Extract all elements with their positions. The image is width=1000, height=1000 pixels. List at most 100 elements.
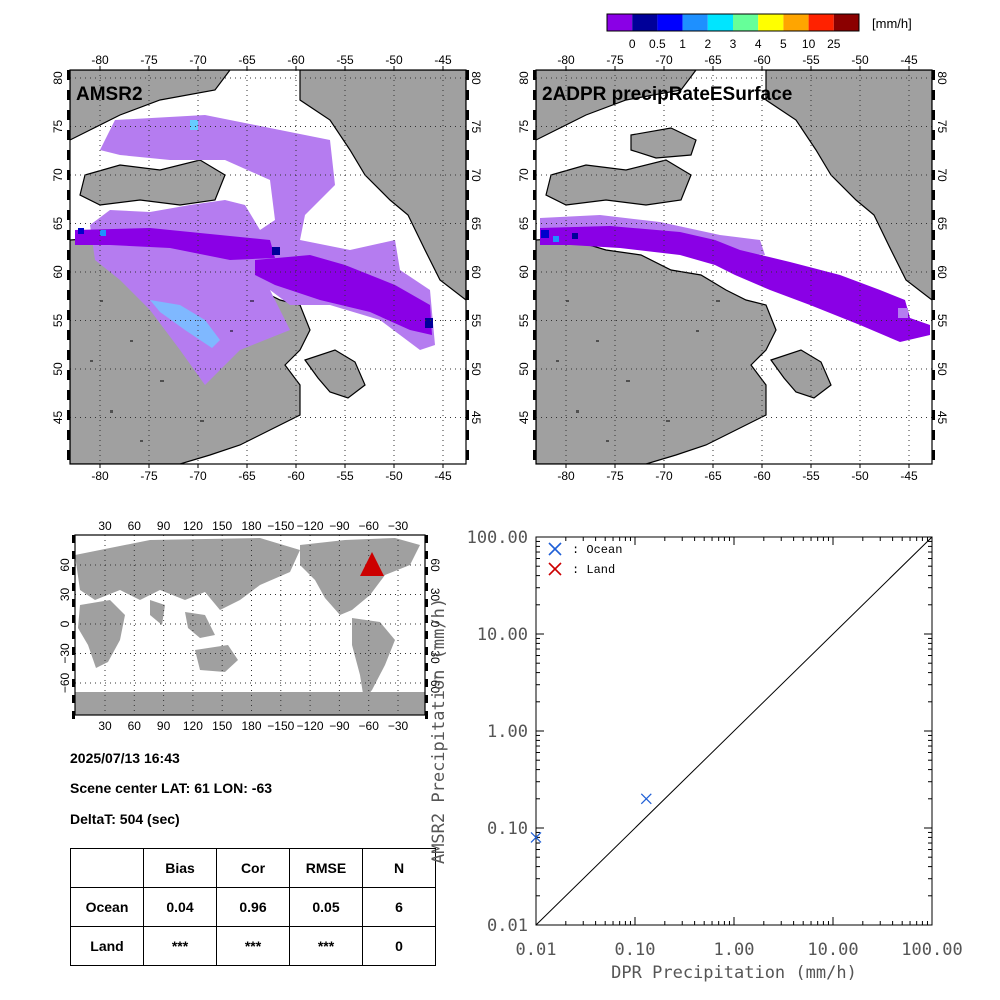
- map-lat-tick-label: 75: [517, 120, 531, 134]
- stats-row-ocean: Ocean 0.04 0.96 0.05 6: [70, 887, 436, 927]
- globe-lon-tick-label: 150: [212, 719, 232, 733]
- dpr-precip-field: [536, 70, 932, 464]
- one-to-one-line: [535, 536, 933, 926]
- globe-lat-tick-label: 0: [58, 620, 72, 627]
- map-panels: 0 0.5 1 2 3 4 5 10 25 [mm/h]: [51, 13, 949, 483]
- scatter-y-tick-label: 1.00: [487, 722, 528, 742]
- scatter-y-tick-label: 0.01: [487, 916, 528, 936]
- map-lat-tick-label: 65: [51, 217, 65, 231]
- map-lat-tick-label: 45: [51, 411, 65, 425]
- map-lon-tick-label: -75: [606, 53, 624, 67]
- globe-lat-tick-label: 30: [428, 588, 442, 602]
- deltat-label: DeltaT: 504 (sec): [70, 811, 180, 827]
- colorbar-tick-label: 1: [679, 37, 686, 51]
- colorbar-tick-label: 0.5: [649, 37, 666, 51]
- globe-lon-tick-label: −60: [359, 519, 380, 533]
- colorbar-tick-label: 4: [755, 37, 762, 51]
- globe-lon-tick-label: 60: [128, 519, 142, 533]
- scatter-x-tick-label: 1.00: [714, 940, 755, 960]
- stats-cell: 0.05: [289, 887, 363, 927]
- stats-header-cell: [70, 848, 144, 888]
- scatter-plot-area: [535, 536, 933, 926]
- map-lat-tick-label: 80: [469, 71, 483, 85]
- globe-lat-tick-label: −30: [58, 643, 72, 664]
- map-lat-tick-label: 50: [935, 362, 949, 376]
- stats-cell: ***: [216, 926, 290, 966]
- legend-label: : Ocean: [572, 543, 622, 557]
- colorbar-tick-label: 5: [780, 37, 787, 51]
- map-lat-tick-label: 60: [469, 265, 483, 279]
- dpr-map-title: 2ADPR precipRateESurface: [542, 84, 792, 105]
- map-lon-tick-label: -65: [704, 469, 722, 483]
- scatter-x-tick-label: 10.00: [807, 940, 858, 960]
- stats-header-cell: Bias: [143, 848, 217, 888]
- scatter-x-tick-label: 0.10: [615, 940, 656, 960]
- map-lon-tick-label: -60: [753, 53, 771, 67]
- colorbar-swatch: [808, 14, 834, 31]
- globe-lon-tick-label: 90: [157, 719, 171, 733]
- amsr2-precip-field: [70, 70, 466, 464]
- scatter-y-tick-label: 10.00: [477, 625, 528, 645]
- legend-label: : Land: [572, 563, 615, 577]
- scatter-x-axis-label: DPR Precipitation (mm/h): [611, 963, 857, 983]
- stats-cell: 6: [362, 887, 436, 927]
- map-lon-tick-label: -75: [606, 469, 624, 483]
- stats-header-cell: RMSE: [289, 848, 363, 888]
- globe-lon-tick-label: 30: [98, 719, 112, 733]
- scatter-y-tick-label: 100.00: [467, 528, 528, 548]
- globe-lon-tick-label: 120: [183, 719, 203, 733]
- map-lat-tick-label: 65: [935, 217, 949, 231]
- map-lat-tick-label: 50: [51, 362, 65, 376]
- stats-cell: 0.96: [216, 887, 290, 927]
- globe-lat-tick-label: −30: [428, 643, 442, 664]
- map-lon-tick-label: -50: [385, 53, 403, 67]
- map-lat-tick-label: 80: [517, 71, 531, 85]
- map-lat-tick-label: 70: [469, 168, 483, 182]
- scatter-point: [640, 793, 652, 805]
- globe-lon-tick-label: −30: [388, 719, 409, 733]
- datetime-label: 2025/07/13 16:43: [70, 750, 180, 766]
- globe-lat-tick-label: −60: [428, 673, 442, 694]
- colorbar-swatch: [682, 14, 708, 31]
- stats-cell: 0: [362, 926, 436, 966]
- colorbar-swatch: [833, 14, 859, 31]
- map-lat-tick-label: 65: [517, 217, 531, 231]
- colorbar-swatch: [783, 14, 809, 31]
- map-lat-tick-label: 60: [935, 265, 949, 279]
- map-lon-tick-label: -45: [434, 53, 452, 67]
- map-lat-tick-label: 45: [517, 411, 531, 425]
- map-lat-tick-label: 80: [51, 71, 65, 85]
- stats-row-land: Land *** *** *** 0: [70, 926, 436, 966]
- globe-lon-tick-label: −150: [267, 519, 294, 533]
- map-lat-tick-label: 75: [935, 120, 949, 134]
- map-lat-tick-label: 60: [517, 265, 531, 279]
- world-landmasses: [75, 538, 425, 715]
- scatter-x-tick-label: 100.00: [901, 940, 962, 960]
- colorbar-legend: 0 0.5 1 2 3 4 5 10 25: [606, 13, 860, 51]
- map-lat-tick-label: 70: [517, 168, 531, 182]
- globe-lon-tick-label: 180: [241, 519, 261, 533]
- globe-lon-tick-label: −60: [359, 719, 380, 733]
- globe-lat-tick-label: 30: [58, 588, 72, 602]
- map-lat-tick-label: 60: [51, 265, 65, 279]
- map-lat-tick-label: 75: [469, 120, 483, 134]
- scatter-x-tick-label: 0.01: [516, 940, 557, 960]
- map-lon-tick-label: -50: [851, 469, 869, 483]
- map-lon-tick-label: -45: [434, 469, 452, 483]
- globe-lon-tick-label: −150: [267, 719, 294, 733]
- map-lon-tick-label: -70: [189, 53, 207, 67]
- stats-table: Bias Cor RMSE N Ocean 0.04 0.96 0.05 6 L…: [70, 848, 436, 966]
- dpr-map: 2ADPR precipRateESurface: [533, 66, 935, 468]
- stats-header-cell: N: [362, 848, 436, 888]
- globe-lon-tick-label: 90: [157, 519, 171, 533]
- stats-cell: Land: [70, 926, 144, 966]
- map-lon-tick-label: -55: [802, 53, 820, 67]
- globe-lon-tick-label: −30: [388, 519, 409, 533]
- map-lat-tick-label: 70: [51, 168, 65, 182]
- colorbar-swatch: [758, 14, 784, 31]
- map-lon-tick-label: -55: [336, 53, 354, 67]
- map-lon-tick-label: -50: [385, 469, 403, 483]
- scatter-point: [530, 831, 542, 843]
- colorbar-swatch: [707, 14, 733, 31]
- globe-lon-tick-label: 30: [98, 519, 112, 533]
